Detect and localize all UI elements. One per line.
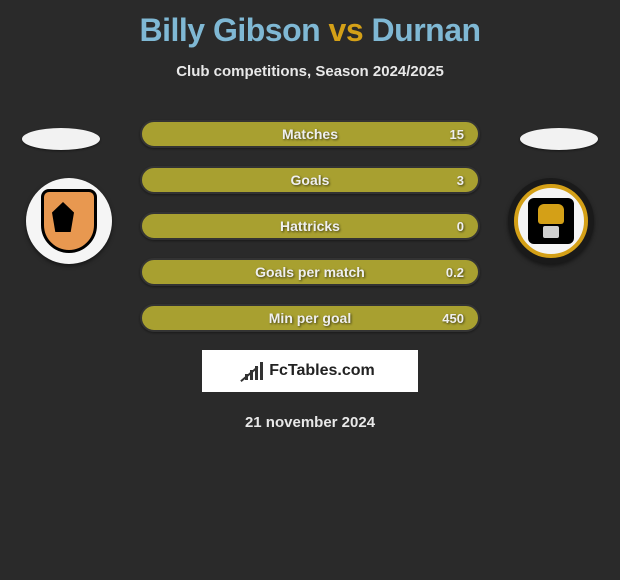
bar-chart-icon (245, 362, 263, 380)
stat-value-right: 450 (442, 311, 464, 326)
comparison-title: Billy Gibson vs Durnan (0, 0, 620, 49)
stat-label: Goals per match (255, 264, 365, 280)
stat-row-goals: Goals 3 (140, 166, 480, 194)
stat-label: Hattricks (280, 218, 340, 234)
stat-row-matches: Matches 15 (140, 120, 480, 148)
player2-name: Durnan (372, 12, 481, 48)
stat-value-right: 0 (457, 219, 464, 234)
source-logo-box: FcTables.com (202, 350, 418, 392)
stat-row-min-per-goal: Min per goal 450 (140, 304, 480, 332)
stat-value-right: 0.2 (446, 265, 464, 280)
player1-name: Billy Gibson (139, 12, 320, 48)
subtitle: Club competitions, Season 2024/2025 (0, 63, 620, 80)
stat-label: Min per goal (269, 310, 351, 326)
stat-value-right: 15 (450, 127, 464, 142)
stats-container: Matches 15 Goals 3 Hattricks 0 Goals per… (0, 120, 620, 431)
stat-row-goals-per-match: Goals per match 0.2 (140, 258, 480, 286)
vs-label: vs (329, 12, 364, 48)
stat-row-hattricks: Hattricks 0 (140, 212, 480, 240)
stat-label: Matches (282, 126, 338, 142)
stat-value-right: 3 (457, 173, 464, 188)
stat-label: Goals (291, 172, 330, 188)
snapshot-date: 21 november 2024 (0, 414, 620, 431)
source-logo-text: FcTables.com (269, 362, 375, 380)
